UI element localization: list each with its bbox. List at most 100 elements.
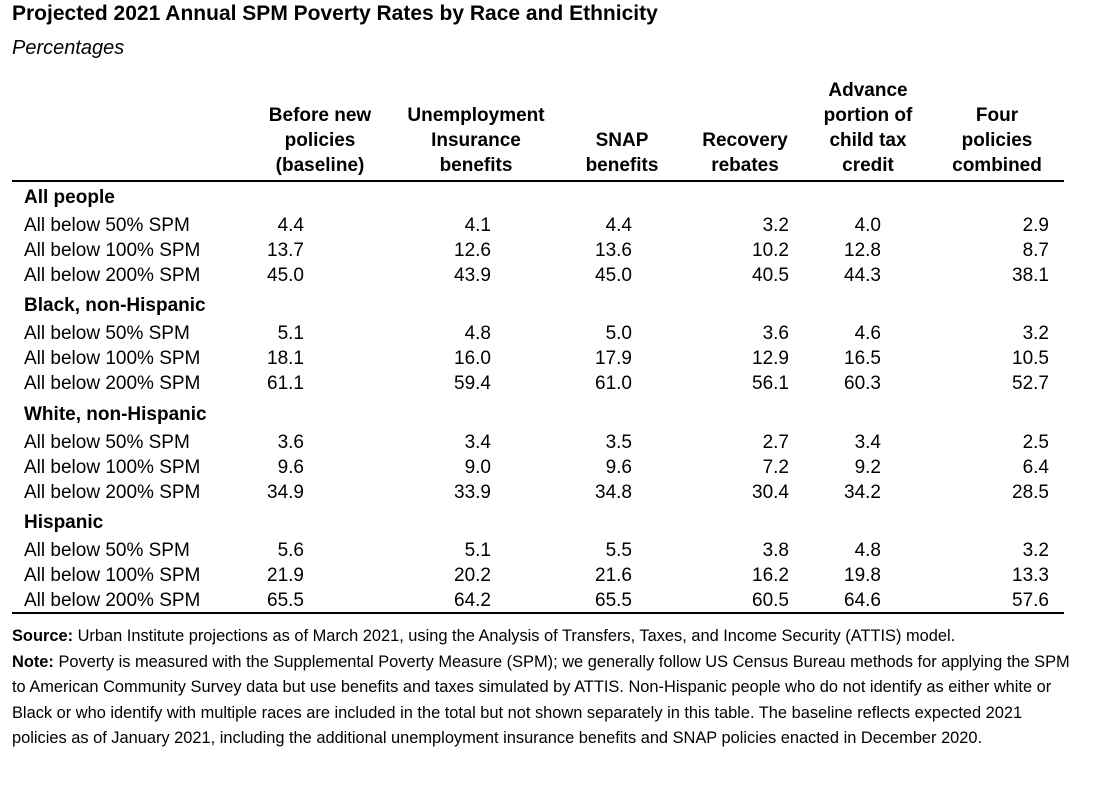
table-title: Projected 2021 Annual SPM Poverty Rates … [12, 2, 658, 25]
table-cell: 12.9 [752, 348, 789, 369]
table-cell: 4.8 [854, 540, 881, 561]
table-cell: 45.0 [267, 265, 304, 286]
table-cell: 56.1 [752, 373, 789, 394]
column-header-row: Before new policies (baseline) Unemploym… [12, 80, 1064, 182]
row-label: All below 50% SPM [24, 432, 190, 453]
table-notes: Source: Urban Institute projections as o… [12, 624, 1078, 752]
column-header-combined: Four policies combined [952, 105, 1042, 176]
group-label: White, non-Hispanic [24, 404, 207, 425]
table-cell: 34.2 [844, 482, 881, 503]
table-cell: 16.0 [454, 348, 491, 369]
note-label: Note: [12, 652, 54, 671]
table-cell: 61.1 [267, 373, 304, 394]
table-cell: 18.1 [267, 348, 304, 369]
table-cell: 12.8 [844, 240, 881, 261]
table-cell: 21.6 [595, 565, 632, 586]
table-cell: 2.9 [1022, 215, 1049, 236]
table-cell: 3.5 [605, 432, 632, 453]
table-cell: 57.6 [1012, 590, 1049, 611]
column-header-child-tax-credit: Advance portion of child tax credit [823, 80, 913, 176]
table-cell: 9.0 [464, 457, 491, 478]
table-cell: 2.5 [1022, 432, 1049, 453]
table-cell: 20.2 [454, 565, 491, 586]
row-label: All below 100% SPM [24, 348, 201, 369]
table-cell: 59.4 [454, 373, 491, 394]
table-cell: 13.3 [1012, 565, 1049, 586]
table-cell: 10.2 [752, 240, 789, 261]
table-cell: 61.0 [595, 373, 632, 394]
source-note: Source: Urban Institute projections as o… [12, 624, 1078, 650]
table-cell: 2.7 [762, 432, 789, 453]
table-cell: 3.2 [1022, 323, 1049, 344]
row-label: All below 50% SPM [24, 215, 190, 236]
table-cell: 38.1 [1012, 265, 1049, 286]
row-label: All below 100% SPM [24, 457, 201, 478]
table-cell: 65.5 [595, 590, 632, 611]
table-cell: 13.6 [595, 240, 632, 261]
table-cell: 45.0 [595, 265, 632, 286]
table-cell: 65.5 [267, 590, 304, 611]
table-cell: 19.8 [844, 565, 881, 586]
column-header-baseline: Before new policies (baseline) [268, 105, 372, 176]
table-cell: 60.5 [752, 590, 789, 611]
table-cell: 4.8 [464, 323, 491, 344]
row-label: All below 50% SPM [24, 323, 190, 344]
group-label: Hispanic [24, 512, 104, 533]
table-cell: 4.1 [464, 215, 491, 236]
table-cell: 33.9 [454, 482, 491, 503]
note-text: Poverty is measured with the Supplementa… [12, 652, 1070, 748]
row-label: All below 100% SPM [24, 565, 201, 586]
table-cell: 16.2 [752, 565, 789, 586]
row-label: All below 50% SPM [24, 540, 190, 561]
column-header-rebates: Recovery rebates [702, 130, 788, 176]
table-cell: 21.9 [267, 565, 304, 586]
source-label: Source: [12, 627, 74, 645]
table-cell: 5.1 [277, 323, 304, 344]
table-cell: 28.5 [1012, 482, 1049, 503]
table-cell: 3.4 [854, 432, 881, 453]
table-cell: 30.4 [752, 482, 789, 503]
table-cell: 3.2 [1022, 540, 1049, 561]
group-label: All people [24, 187, 115, 208]
table-cell: 4.0 [854, 215, 881, 236]
table-cell: 4.6 [854, 323, 881, 344]
method-note: Note: Poverty is measured with the Suppl… [12, 650, 1078, 752]
column-header-snap: SNAP benefits [585, 130, 659, 176]
row-label: All below 100% SPM [24, 240, 201, 261]
table-cell: 3.4 [464, 432, 491, 453]
table-cell: 5.5 [605, 540, 632, 561]
table-cell: 40.5 [752, 265, 789, 286]
table-cell: 5.1 [464, 540, 491, 561]
row-label: All below 200% SPM [24, 590, 201, 611]
table-bottom-rule [12, 612, 1064, 614]
group-label: Black, non-Hispanic [24, 295, 206, 316]
table-cell: 10.5 [1012, 348, 1049, 369]
table-cell: 34.8 [595, 482, 632, 503]
row-label: All below 200% SPM [24, 373, 201, 394]
row-label: All below 200% SPM [24, 482, 201, 503]
table-cell: 3.6 [277, 432, 304, 453]
table-cell: 5.0 [605, 323, 632, 344]
table-subtitle: Percentages [12, 37, 125, 59]
table-cell: 12.6 [454, 240, 491, 261]
table-cell: 13.7 [267, 240, 304, 261]
table-cell: 7.2 [762, 457, 789, 478]
table-cell: 60.3 [844, 373, 881, 394]
table-cell: 3.6 [762, 323, 789, 344]
table-cell: 8.7 [1022, 240, 1049, 261]
table-cell: 9.6 [605, 457, 632, 478]
table-cell: 64.6 [844, 590, 881, 611]
source-text: Urban Institute projections as of March … [73, 627, 956, 645]
table-cell: 64.2 [454, 590, 491, 611]
table-cell: 16.5 [844, 348, 881, 369]
row-label: All below 200% SPM [24, 265, 201, 286]
table-cell: 4.4 [605, 215, 632, 236]
table-cell: 43.9 [454, 265, 491, 286]
table-cell: 6.4 [1022, 457, 1049, 478]
table-cell: 52.7 [1012, 373, 1049, 394]
column-header-unemployment: Unemployment Insurance benefits [407, 105, 545, 176]
table-cell: 3.8 [762, 540, 789, 561]
table-cell: 34.9 [267, 482, 304, 503]
table-cell: 9.2 [854, 457, 881, 478]
table-cell: 17.9 [595, 348, 632, 369]
